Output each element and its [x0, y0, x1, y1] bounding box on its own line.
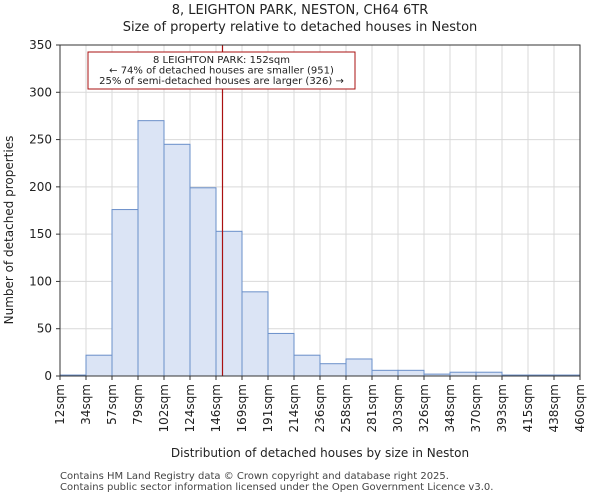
bar	[189, 187, 217, 377]
y-axis-label: Number of detached properties	[2, 136, 16, 325]
x-tick-label: 102sqm	[157, 384, 171, 432]
chart-subtitle: Size of property relative to detached ho…	[123, 20, 478, 35]
bar	[475, 371, 503, 377]
y-tick-label: 200	[29, 180, 52, 194]
x-tick-label: 124sqm	[183, 384, 197, 432]
x-axis-label: Distribution of detached houses by size …	[171, 446, 469, 460]
bar	[319, 363, 347, 377]
y-tick-label: 100	[29, 274, 52, 288]
y-tick-label: 300	[29, 85, 52, 99]
chart-title: 8, LEIGHTON PARK, NESTON, CH64 6TR	[172, 3, 429, 18]
x-tick-label: 214sqm	[287, 384, 301, 432]
bar	[267, 332, 295, 377]
x-tick-label: 34sqm	[79, 384, 93, 425]
footer-line-2: Contains public sector information licen…	[60, 482, 494, 493]
bar	[241, 291, 269, 377]
bar	[371, 369, 399, 377]
x-tick-label: 12sqm	[53, 384, 67, 425]
bar	[111, 209, 139, 377]
footer-line-1: Contains HM Land Registry data © Crown c…	[60, 471, 449, 482]
y-tick-label: 50	[37, 322, 52, 336]
marker-annotation: 8 LEIGHTON PARK: 152sqm← 74% of detached…	[87, 51, 356, 90]
x-tick-label: 169sqm	[235, 384, 249, 432]
x-tick-label: 258sqm	[339, 384, 353, 432]
x-tick-label: 303sqm	[391, 384, 405, 432]
bar	[163, 143, 191, 377]
annotation-line: 8 LEIGHTON PARK: 152sqm	[153, 55, 290, 66]
bar	[215, 230, 243, 377]
x-tick-label: 191sqm	[261, 384, 275, 432]
x-tick-label: 57sqm	[105, 384, 119, 425]
y-tick-label: 350	[29, 38, 52, 52]
y-axis-ticks: 0 50 100 150 200 250 300 350	[29, 38, 60, 383]
x-tick-label: 415sqm	[521, 384, 535, 432]
x-tick-label: 348sqm	[443, 384, 457, 432]
x-tick-label: 393sqm	[495, 384, 509, 432]
x-tick-label: 438sqm	[547, 384, 561, 432]
bar	[345, 358, 373, 377]
bar	[137, 120, 165, 377]
x-axis-ticks: 12sqm 34sqm 57sqm 79sqm 102sqm 124sqm 146sqm 16…	[53, 376, 587, 432]
bar	[293, 354, 321, 377]
y-tick-label: 250	[29, 133, 52, 147]
x-tick-label: 236sqm	[313, 384, 327, 432]
bar	[85, 354, 113, 377]
annotation-line: 25% of semi-detached houses are larger (…	[99, 76, 344, 87]
x-tick-label: 79sqm	[131, 384, 145, 425]
y-tick-label: 150	[29, 227, 52, 241]
y-tick-label: 0	[44, 369, 52, 383]
bar	[449, 371, 477, 377]
x-tick-label: 146sqm	[209, 384, 223, 432]
bar	[397, 369, 425, 377]
x-tick-label: 281sqm	[365, 384, 379, 432]
x-tick-label: 326sqm	[417, 384, 431, 432]
annotation-line: ← 74% of detached houses are smaller (95…	[109, 66, 334, 77]
x-tick-label: 370sqm	[469, 384, 483, 432]
annotation-box	[87, 51, 356, 90]
x-tick-label: 460sqm	[573, 384, 587, 432]
